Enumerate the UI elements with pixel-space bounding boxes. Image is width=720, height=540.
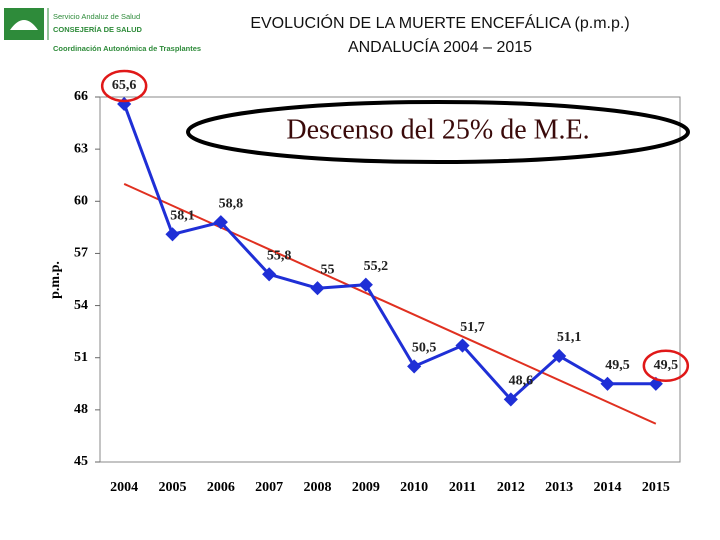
data-point: [117, 96, 132, 112]
x-tick-label: 2008: [304, 480, 332, 495]
y-tick-label: 45: [74, 454, 88, 469]
annotation-oval: [186, 100, 690, 164]
data-label: 51,1: [557, 330, 582, 345]
x-tick-label: 2011: [449, 480, 476, 495]
data-label: 55,8: [267, 249, 292, 264]
y-tick-label: 63: [74, 141, 88, 156]
data-label: 58,8: [219, 196, 244, 211]
logo-shape: [10, 20, 38, 30]
data-label: 58,1: [170, 209, 195, 224]
trend-line: [123, 182, 657, 425]
data-point: [455, 338, 470, 353]
data-label: 65,6: [112, 78, 137, 93]
x-tick-label: 2009: [352, 480, 380, 495]
highlight-ring: [642, 349, 690, 383]
data-point: [503, 392, 518, 407]
data-label: 48,6: [509, 374, 534, 389]
y-tick-label: 54: [74, 298, 88, 313]
plot-frame: [99, 96, 681, 463]
y-tick-label: 48: [74, 402, 88, 417]
data-point: [310, 281, 325, 296]
data-point: [600, 376, 615, 391]
x-tick-label: 2004: [110, 480, 138, 495]
y-tick-label: 57: [74, 246, 88, 261]
logo-text: Servicio Andaluz de Salud: [53, 12, 140, 21]
y-axis-label: p.m.p.: [48, 261, 63, 299]
annotation: Descenso del 25% de M.E.: [286, 114, 589, 145]
data-label: 49,5: [654, 358, 679, 373]
chart-title: ANDALUCÍA 2004 – 2015: [348, 37, 532, 56]
x-tick-label: 2005: [159, 480, 187, 495]
x-tick-label: 2013: [545, 480, 573, 495]
data-label: 49,5: [605, 358, 630, 373]
x-tick-label: 2014: [594, 480, 622, 495]
data-label: 50,5: [412, 341, 437, 356]
logo: Servicio Andaluz de Salud CONSEJERÍA DE …: [4, 8, 201, 53]
highlight-ring: [100, 69, 148, 103]
x-tick-label: 2006: [207, 480, 235, 495]
y-tick-label: 51: [74, 350, 88, 365]
logo-text: CONSEJERÍA DE SALUD: [53, 25, 142, 34]
x-tick-label: 2010: [400, 480, 428, 495]
y-tick-label: 60: [74, 194, 88, 209]
data-label: 55,2: [364, 259, 389, 274]
data-point: [358, 277, 373, 292]
data-point: [407, 359, 422, 374]
data-point: [262, 267, 277, 282]
series-line: [122, 103, 656, 402]
data-point: [552, 348, 567, 364]
x-tick-label: 2012: [497, 480, 525, 495]
y-tick-label: 66: [74, 89, 88, 104]
chart-title: EVOLUCIÓN DE LA MUERTE ENCEFÁLICA (p.m.p…: [250, 13, 629, 32]
data-point: [213, 215, 228, 230]
x-tick-label: 2007: [255, 480, 283, 495]
x-tick-label: 2015: [642, 480, 670, 495]
data-label: 51,7: [460, 320, 485, 335]
data-point: [165, 227, 180, 242]
data-label: 55: [321, 262, 335, 277]
logo-text: Coordinación Autonómica de Trasplantes: [53, 44, 201, 53]
